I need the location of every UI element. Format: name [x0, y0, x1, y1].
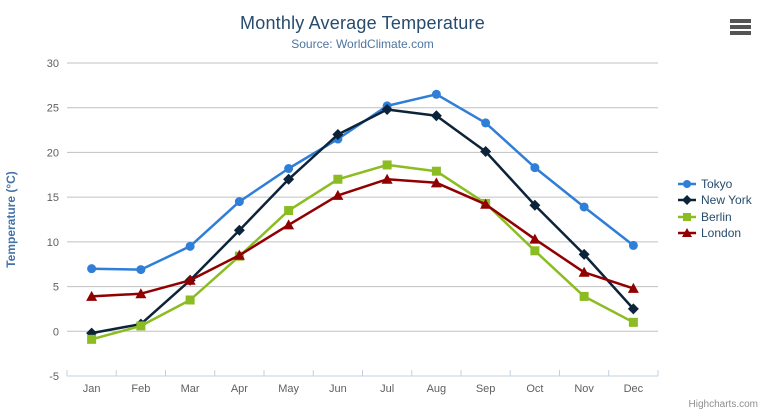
x-axis-ticks	[66, 370, 659, 376]
point-berlin-mar[interactable]	[185, 295, 195, 305]
y-tick-label: 10	[47, 237, 59, 249]
legend-marker-triangle-icon	[678, 228, 696, 238]
y-tick-label: 30	[47, 58, 59, 70]
point-tokyo-feb[interactable]	[136, 265, 146, 275]
y-axis-labels: -5 0 5 10 15 20 25 30	[47, 58, 59, 383]
point-london-may[interactable]	[283, 219, 295, 230]
x-tick-label: Jun	[329, 383, 347, 395]
point-london-apr[interactable]	[233, 249, 245, 260]
point-new-york-nov[interactable]	[578, 248, 590, 260]
point-berlin-aug[interactable]	[431, 166, 441, 176]
y-axis-title: Temperature (°C)	[4, 171, 18, 268]
x-tick-label: Mar	[181, 383, 200, 395]
point-london-mar[interactable]	[184, 274, 196, 285]
point-tokyo-may[interactable]	[284, 164, 294, 174]
point-berlin-may[interactable]	[284, 206, 294, 216]
point-london-aug[interactable]	[430, 177, 442, 188]
x-tick-label: May	[278, 383, 299, 395]
point-london-nov[interactable]	[578, 266, 590, 277]
legend-marker-circle-icon	[678, 179, 696, 188]
legend: Tokyo New York Berlin London	[677, 177, 752, 240]
point-tokyo-sep[interactable]	[481, 118, 491, 128]
x-tick-label: Jan	[83, 383, 101, 395]
legend-item-tokyo[interactable]: Tokyo	[677, 177, 752, 191]
x-tick-label: Apr	[231, 383, 248, 395]
point-london-oct[interactable]	[529, 233, 541, 244]
x-tick-label: Aug	[427, 383, 447, 395]
x-axis-labels: Jan Feb Mar Apr May Jun Jul Aug Sep Oct Nov Dec	[83, 383, 644, 395]
legend-item-berlin[interactable]: Berlin	[677, 210, 752, 224]
series-new-york	[86, 104, 639, 339]
hamburger-bar	[730, 31, 751, 35]
y-tick-label: 0	[53, 326, 59, 338]
point-new-york-jun[interactable]	[332, 129, 344, 141]
series-line-new-york	[90, 108, 635, 335]
chart-subtitle: Source: WorldClimate.com	[291, 37, 434, 51]
point-tokyo-jan[interactable]	[87, 264, 97, 274]
point-berlin-feb[interactable]	[136, 321, 146, 331]
point-berlin-jan[interactable]	[87, 334, 97, 344]
point-new-york-oct[interactable]	[529, 199, 541, 211]
legend-marker-diamond-icon	[678, 195, 696, 206]
y-tick-label: 15	[47, 192, 59, 204]
legend-label: Berlin	[701, 209, 732, 224]
point-tokyo-aug[interactable]	[431, 89, 441, 99]
point-berlin-jul[interactable]	[382, 160, 392, 170]
point-tokyo-dec[interactable]	[628, 240, 638, 250]
hamburger-bar	[730, 19, 751, 23]
x-tick-label: Feb	[131, 383, 150, 395]
series-line-berlin	[90, 163, 635, 341]
point-london-jun[interactable]	[332, 189, 344, 200]
chart-title: Monthly Average Temperature	[240, 13, 485, 33]
point-tokyo-nov[interactable]	[579, 202, 589, 212]
point-berlin-oct[interactable]	[530, 246, 540, 256]
point-new-york-dec[interactable]	[627, 303, 639, 315]
hamburger-menu-icon[interactable]	[730, 17, 754, 37]
point-new-york-sep[interactable]	[480, 146, 492, 158]
point-tokyo-apr[interactable]	[234, 197, 244, 207]
point-tokyo-mar[interactable]	[185, 241, 195, 251]
point-london-jul[interactable]	[381, 173, 393, 184]
point-tokyo-oct[interactable]	[530, 163, 540, 173]
y-tick-label: 5	[53, 282, 59, 294]
legend-label: Tokyo	[701, 176, 733, 191]
y-tick-label: 25	[47, 103, 59, 115]
legend-label: New York	[701, 193, 752, 208]
point-london-dec[interactable]	[627, 282, 639, 293]
point-london-jan[interactable]	[86, 290, 98, 301]
point-new-york-apr[interactable]	[233, 224, 245, 236]
highcharts-credit[interactable]: Highcharts.com	[688, 399, 758, 410]
series-london	[86, 173, 639, 301]
point-berlin-jun[interactable]	[333, 174, 343, 184]
point-berlin-nov[interactable]	[579, 291, 589, 301]
x-tick-label: Sep	[476, 383, 496, 395]
hamburger-bar	[730, 25, 751, 29]
x-tick-label: Dec	[624, 383, 644, 395]
series-tokyo	[87, 89, 638, 275]
point-berlin-dec[interactable]	[628, 317, 638, 327]
x-tick-label: Oct	[526, 383, 543, 395]
point-new-york-jul[interactable]	[381, 104, 393, 116]
legend-marker-square-icon	[678, 212, 696, 221]
y-tick-label: -5	[49, 371, 59, 383]
x-tick-label: Jul	[380, 383, 394, 395]
x-tick-label: Nov	[574, 383, 594, 395]
point-new-york-may[interactable]	[283, 173, 295, 185]
point-new-york-aug[interactable]	[430, 110, 442, 122]
y-tick-label: 20	[47, 147, 59, 159]
legend-item-london[interactable]: London	[677, 226, 752, 241]
legend-item-new-york[interactable]: New York	[677, 193, 752, 208]
series-line-london	[90, 178, 635, 298]
y-gridlines	[67, 62, 658, 377]
legend-label: London	[701, 226, 742, 241]
point-london-feb[interactable]	[135, 288, 147, 299]
point-london-sep[interactable]	[480, 198, 492, 209]
series-line-tokyo	[90, 93, 635, 271]
